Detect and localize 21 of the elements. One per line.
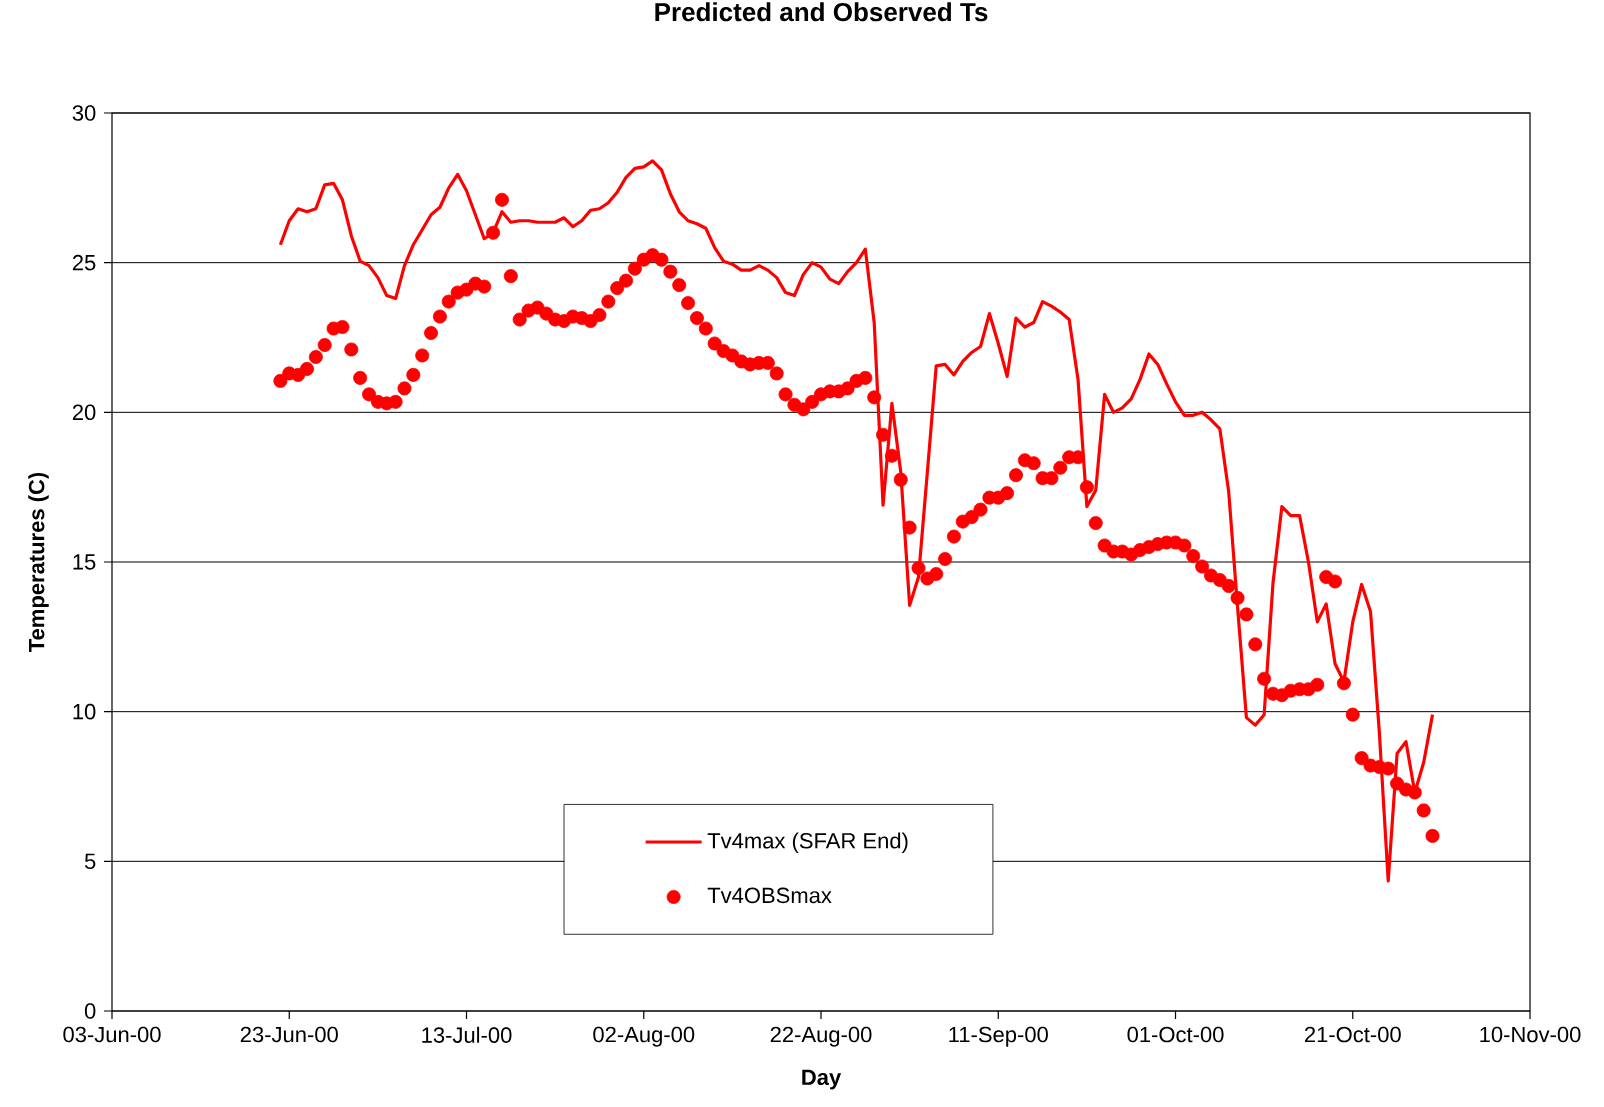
y-tick-label: 25 [72,254,96,271]
x-tick-label: 13-Jul-00 [422,1026,512,1043]
y-tick-label: 5 [84,853,96,870]
y-tick-label: 20 [72,404,96,421]
y-tick-label: 0 [84,1003,96,1019]
x-tick-label: 01-Oct-00 [1127,1026,1224,1043]
x-tick-label: 11-Sep-00 [949,1026,1048,1047]
x-axis-title: Day [802,1069,842,1090]
y-tick-label: 30 [72,105,96,121]
legend-label: Tv4OBSmax [707,887,832,904]
x-tick-label: 23-Jun-00 [240,1026,338,1043]
x-tick-label: 21-Oct-00 [1304,1026,1401,1043]
chart-title: Predicted and Observed Ts [655,2,988,22]
x-tick-label: 02-Aug-00 [593,1026,695,1047]
y-tick-label: 15 [73,554,96,570]
x-tick-label: 22-Aug-00 [770,1026,872,1047]
y-axis-title: Temperatures (C) [28,472,49,653]
legend-label: Tv4max (SFAR End) [707,832,908,853]
x-tick-label: 10-Nov-00 [1480,1026,1581,1043]
x-tick-label: 03-Jun-00 [63,1026,161,1043]
y-tick-label: 10 [73,703,96,720]
